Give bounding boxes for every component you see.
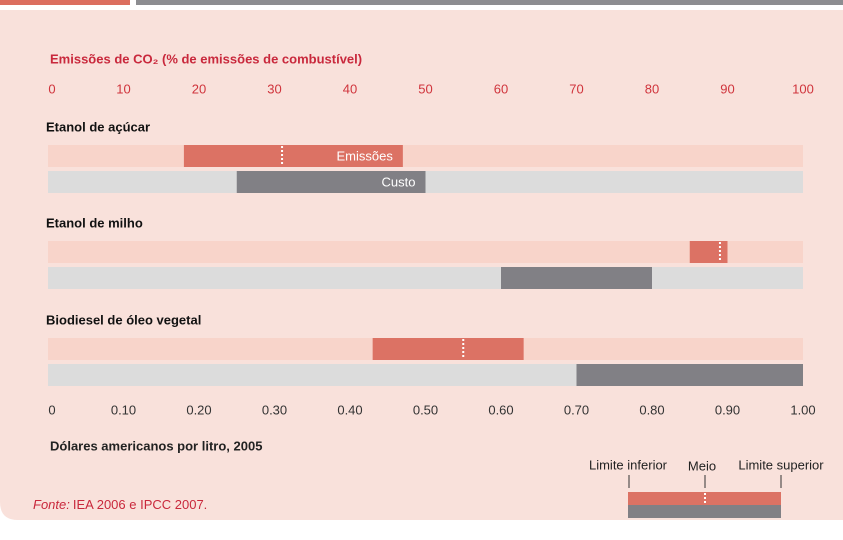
x2-tick-label: 0.20: [186, 402, 211, 417]
category-label: Biodiesel de óleo vegetal: [46, 312, 201, 327]
source: Fonte: IEA 2006 e IPCC 2007.: [33, 497, 207, 512]
track: [48, 241, 803, 263]
range-bar: [576, 364, 803, 386]
range-bar: [501, 267, 652, 289]
series-label: Custo: [382, 174, 416, 189]
track: [48, 267, 803, 289]
panel: [0, 10, 843, 520]
track: [48, 145, 803, 167]
legend-swatch: [628, 505, 781, 518]
legend-label: Meio: [688, 458, 716, 473]
x2-tick-label: 0.90: [715, 402, 740, 417]
category-label: Etanol de açúcar: [46, 119, 150, 134]
header-strip: [136, 0, 843, 5]
x2-tick-label: 0.60: [488, 402, 513, 417]
x2-tick-label: 0.30: [262, 402, 287, 417]
chart-title: Emissões de CO₂ (% de emissões de combus…: [50, 51, 362, 66]
header-strip: [0, 0, 130, 5]
x2-tick-label: 0: [48, 402, 55, 417]
x2-axis-label: Dólares americanos por litro, 2005: [50, 438, 262, 453]
x2-tick-label: 0.10: [111, 402, 136, 417]
x2-tick-label: 0.40: [337, 402, 362, 417]
x2-tick-label: 0.70: [564, 402, 589, 417]
series-label: Emissões: [336, 148, 393, 163]
x-tick-label: 100: [792, 81, 814, 96]
x2-tick-label: 0.50: [413, 402, 438, 417]
source-text: IEA 2006 e IPCC 2007.: [73, 497, 207, 512]
range-bar: [372, 338, 524, 360]
x-tick-label: 50: [418, 81, 432, 96]
legend-label: Limite inferior: [589, 457, 668, 472]
x-tick-label: 10: [116, 81, 130, 96]
x-tick-label: 80: [645, 81, 659, 96]
legend-label: Limite superior: [738, 457, 824, 472]
range-bar: [183, 145, 403, 167]
x-tick-label: 40: [343, 81, 357, 96]
x-tick-label: 60: [494, 81, 508, 96]
category-label: Etanol de milho: [46, 215, 143, 230]
x-tick-label: 20: [192, 81, 206, 96]
range-bar: [236, 171, 426, 193]
x2-tick-label: 1.00: [790, 402, 815, 417]
x-tick-label: 30: [267, 81, 281, 96]
x-tick-label: 70: [569, 81, 583, 96]
x-tick-label: 0: [48, 81, 55, 96]
x2-tick-label: 0.80: [639, 402, 664, 417]
x-tick-label: 90: [720, 81, 734, 96]
source-label: Fonte:: [33, 497, 70, 512]
range-bar: [689, 241, 728, 263]
